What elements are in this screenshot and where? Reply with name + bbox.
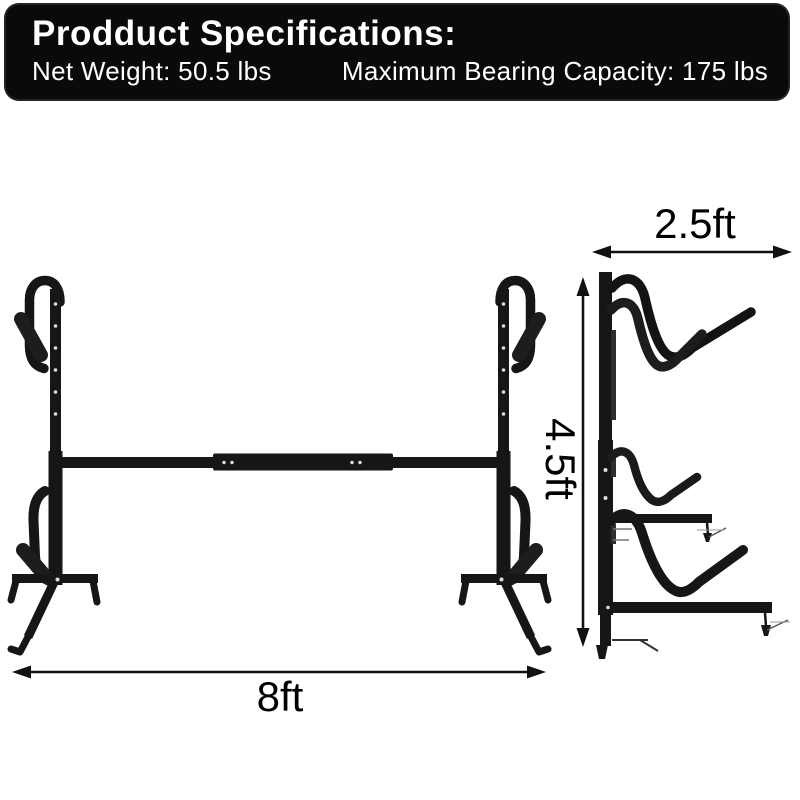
middle-shelf-foot bbox=[703, 533, 712, 542]
arrowhead-bottom bbox=[576, 628, 590, 647]
top-pad-right bbox=[512, 312, 546, 362]
adjustment-holes bbox=[53, 302, 506, 582]
post-clamp-wire-b bbox=[639, 639, 659, 652]
bottom-cradle-arm bbox=[606, 509, 748, 597]
height-arrow bbox=[576, 277, 590, 647]
width-dimension-label: 8ft bbox=[256, 673, 304, 720]
side-view-rack bbox=[596, 272, 790, 659]
bottom-pad-right bbox=[506, 543, 543, 584]
side-post-foot-section bbox=[600, 614, 611, 646]
right-post-lower bbox=[496, 451, 511, 585]
base-bar-foot bbox=[761, 625, 771, 636]
left-foot bbox=[7, 574, 101, 656]
dimension-arrows bbox=[12, 245, 792, 679]
depth-dimension-label: 2.5ft bbox=[654, 200, 736, 247]
height-dimension-label: 4.5ft bbox=[537, 418, 584, 500]
spec-banner: Prodduct Specifications: Net Weight: 50.… bbox=[6, 5, 788, 99]
arrowhead-right bbox=[527, 665, 546, 679]
max-capacity-text: Maximum Bearing Capacity: 175 lbs bbox=[341, 56, 768, 87]
arrowhead-top bbox=[576, 277, 590, 296]
middle-cradle-arm bbox=[606, 447, 702, 507]
side-post-lower bbox=[598, 440, 613, 615]
left-post-lower bbox=[48, 451, 63, 585]
left-post bbox=[50, 289, 61, 457]
right-foot bbox=[458, 574, 552, 656]
mount-bracket-top bbox=[611, 330, 616, 420]
mount-bracket-low bbox=[611, 524, 616, 544]
top-pad-left bbox=[14, 312, 48, 362]
width-arrow bbox=[12, 665, 546, 679]
top-cradle-front-arm bbox=[606, 297, 707, 372]
net-weight-text: Net Weight: 50.5 lbs bbox=[32, 56, 272, 87]
front-view-rack bbox=[7, 275, 552, 656]
depth-arrow bbox=[592, 245, 792, 259]
arrowhead-right bbox=[773, 245, 792, 259]
banner-title: Prodduct Specifications: bbox=[32, 14, 457, 53]
base-bar-pin bbox=[763, 612, 768, 627]
middle-shelf-bar bbox=[608, 514, 712, 523]
base-bar bbox=[602, 602, 772, 613]
banner-spec-row: Net Weight: 50.5 lbs Maximum Bearing Cap… bbox=[32, 56, 768, 87]
post-foot-knob bbox=[596, 645, 608, 659]
middle-shelf-pin bbox=[705, 522, 710, 535]
top-hook-left bbox=[24, 275, 65, 374]
side-post-holes bbox=[603, 468, 610, 610]
middle-shelf-wire bbox=[708, 527, 727, 538]
right-post bbox=[498, 289, 509, 457]
arrowhead-left bbox=[592, 245, 611, 259]
crossbar-center-section bbox=[213, 453, 393, 471]
top-hook-right bbox=[495, 275, 536, 374]
arrowhead-left bbox=[12, 665, 31, 679]
mount-bracket-mid bbox=[611, 455, 616, 477]
bottom-pad-left bbox=[16, 543, 53, 584]
